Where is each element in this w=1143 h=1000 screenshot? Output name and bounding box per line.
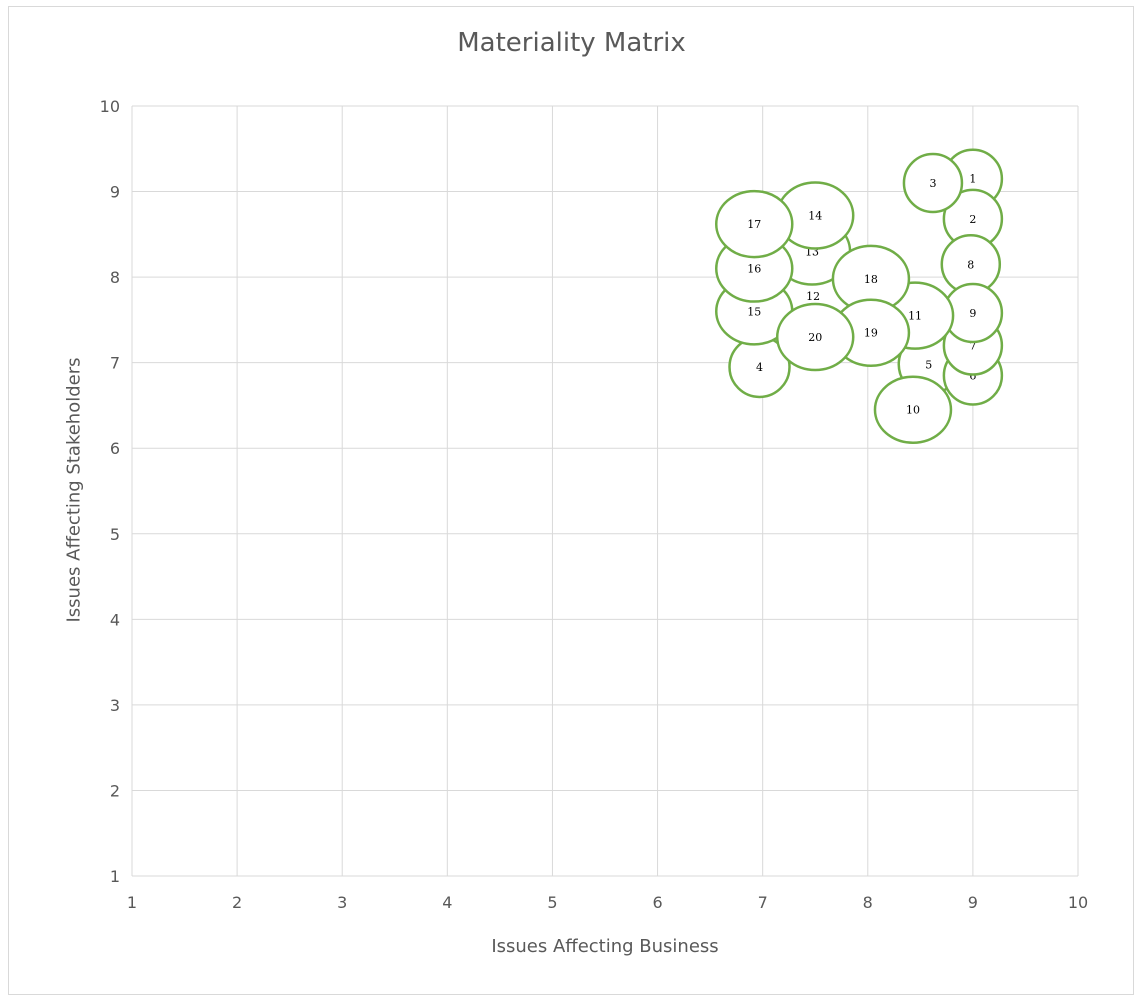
y-tick-label: 10 bbox=[100, 97, 120, 116]
y-tick-label: 5 bbox=[110, 525, 120, 544]
x-tick-label: 1 bbox=[127, 893, 137, 912]
data-label: 18 bbox=[864, 273, 878, 286]
data-label: 11 bbox=[908, 310, 922, 323]
bubble-3: 3 bbox=[902, 152, 964, 214]
data-point bbox=[873, 375, 953, 444]
data-label: 8 bbox=[967, 258, 974, 271]
bubble-10: 10 bbox=[873, 375, 953, 444]
data-label: 5 bbox=[925, 358, 932, 371]
y-tick-label: 9 bbox=[110, 183, 120, 202]
chart-title: Materiality Matrix bbox=[457, 28, 686, 58]
y-tick-label: 2 bbox=[110, 781, 120, 800]
x-tick-label: 2 bbox=[232, 893, 242, 912]
bubble-14: 14 bbox=[775, 181, 855, 250]
data-label: 7 bbox=[969, 340, 976, 353]
data-point bbox=[775, 302, 855, 372]
data-label: 20 bbox=[808, 331, 822, 344]
x-tick-label: 7 bbox=[758, 893, 768, 912]
data-label: 17 bbox=[747, 218, 761, 231]
x-tick-label: 4 bbox=[442, 893, 452, 912]
data-label: 9 bbox=[969, 307, 976, 320]
data-label: 15 bbox=[747, 305, 761, 318]
data-label: 2 bbox=[969, 213, 976, 226]
y-tick-label: 8 bbox=[110, 268, 120, 287]
bubble-17: 17 bbox=[715, 189, 794, 259]
data-label: 16 bbox=[747, 263, 761, 276]
data-label: 12 bbox=[806, 290, 820, 303]
x-tick-label: 9 bbox=[968, 893, 978, 912]
data-label: 3 bbox=[929, 177, 936, 190]
data-label: 6 bbox=[969, 370, 976, 383]
data-label: 14 bbox=[808, 210, 822, 223]
data-label: 19 bbox=[864, 327, 878, 340]
y-tick-label: 4 bbox=[110, 610, 120, 629]
data-label: 4 bbox=[756, 361, 763, 374]
x-tick-label: 5 bbox=[547, 893, 557, 912]
data-point bbox=[902, 152, 964, 214]
bubble-20: 20 bbox=[775, 302, 855, 372]
data-point bbox=[715, 189, 794, 259]
y-tick-label: 6 bbox=[110, 439, 120, 458]
y-tick-label: 7 bbox=[110, 354, 120, 373]
x-tick-label: 8 bbox=[863, 893, 873, 912]
data-label: 10 bbox=[906, 404, 920, 417]
x-tick-label: 10 bbox=[1068, 893, 1088, 912]
y-tick-label: 1 bbox=[110, 867, 120, 886]
x-tick-label: 3 bbox=[337, 893, 347, 912]
x-tick-label: 6 bbox=[652, 893, 662, 912]
y-tick-label: 3 bbox=[110, 696, 120, 715]
data-label: 1 bbox=[969, 173, 976, 186]
x-axis-title: Issues Affecting Business bbox=[491, 936, 719, 957]
